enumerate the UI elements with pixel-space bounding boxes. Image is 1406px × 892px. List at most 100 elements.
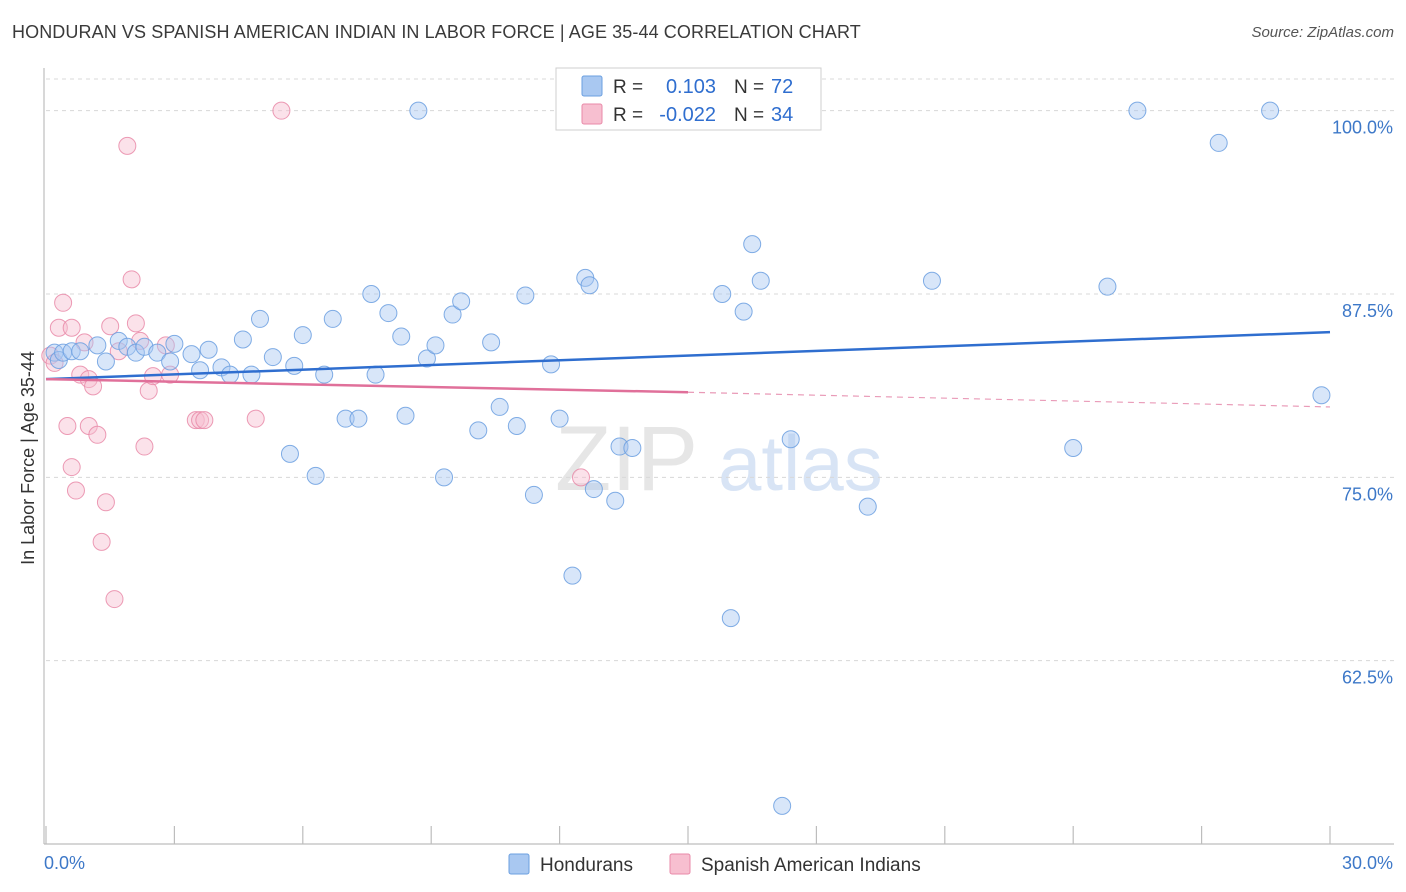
honduran-point (251, 309, 269, 328)
honduran-point (280, 444, 299, 463)
spanish-american-indian-point (105, 590, 124, 609)
honduran-point (242, 365, 261, 384)
stats-n-value-2: 34 (771, 104, 793, 126)
honduran-point (743, 235, 762, 254)
honduran-point (1312, 386, 1331, 405)
stats-r-value-1: 0.103 (666, 76, 716, 98)
honduran-point (315, 365, 334, 384)
honduran-point (336, 409, 355, 428)
honduran-point (563, 566, 582, 585)
y-tick-label: 62.5% (1342, 668, 1393, 688)
spanish-american-indian-point (66, 481, 85, 500)
spanish-american-indian-point (191, 411, 210, 430)
legend-swatch-spanish (669, 853, 691, 875)
spanish-american-indian-point (62, 458, 81, 477)
honduran-point (550, 409, 569, 428)
honduran-point (610, 437, 629, 456)
honduran-point (148, 343, 167, 362)
honduran-point (165, 334, 184, 353)
honduran-point (1098, 277, 1117, 296)
honduran-point (221, 365, 240, 384)
honduran-point (781, 430, 800, 449)
honduran-point (721, 609, 740, 628)
stats-r-label-2: R = (613, 105, 643, 126)
legend-swatch-hondurans (508, 853, 530, 875)
honduran-point (263, 348, 282, 367)
y-tick-label: 87.5% (1342, 301, 1393, 321)
honduran-point (580, 276, 599, 295)
stats-r-label-1: R = (613, 77, 643, 98)
stats-swatch-spanish (581, 103, 603, 125)
x-tick-label: 30.0% (1342, 853, 1393, 873)
spanish-american-indian-point (88, 425, 107, 444)
spanish-american-indians-points (41, 101, 590, 609)
honduran-point (199, 340, 218, 359)
honduran-point (713, 285, 732, 303)
honduran-point (88, 336, 107, 355)
honduran-point (285, 356, 304, 375)
x-tick-label: 0.0% (44, 853, 85, 873)
y-axis-label: In Labor Force | Age 35-44 (18, 351, 38, 565)
hondurans-points (45, 101, 1331, 815)
honduran-point (922, 271, 941, 290)
spanish-american-indian-point (118, 136, 137, 155)
y-tick-label: 100.0% (1332, 118, 1393, 138)
spanish-american-indian-point (572, 468, 590, 487)
hondurans-trend-line (45, 330, 1331, 381)
honduran-point (1064, 439, 1083, 457)
honduran-point (409, 101, 428, 120)
spanish-american-indian-point (246, 409, 265, 428)
spanish-american-indian-point (101, 317, 120, 336)
honduran-point (392, 327, 411, 346)
stats-n-value-1: 72 (771, 76, 793, 98)
spanish-american-indian-point (92, 532, 111, 551)
honduran-point (71, 342, 90, 361)
honduran-point (1261, 101, 1280, 120)
spanish-american-indian-point (62, 318, 81, 337)
honduran-point (96, 352, 115, 371)
stats-n-label-2: N = (734, 105, 764, 126)
honduran-point (426, 336, 445, 355)
y-tick-label: 75.0% (1342, 484, 1393, 504)
honduran-point (623, 439, 642, 457)
honduran-point (379, 304, 398, 323)
honduran-point (751, 271, 770, 290)
honduran-point (323, 309, 342, 328)
honduran-point (773, 796, 792, 815)
legend-label-hondurans: Hondurans (540, 855, 633, 876)
honduran-point (452, 292, 471, 311)
axis-layer: 62.5% 75.0% 87.5% 100.0% 0.0% 30.0% (43, 68, 1394, 873)
honduran-point (542, 355, 561, 374)
spanish-american-indian-point (96, 493, 115, 512)
chart-source: Source: ZipAtlas.com (1251, 24, 1394, 41)
honduran-point (490, 397, 509, 416)
spanish-american-indian-point (195, 411, 214, 430)
spanish-american-indian-point (135, 437, 154, 456)
honduran-point (1128, 101, 1147, 120)
honduran-point (443, 305, 462, 324)
legend-label-spanish: Spanish American Indians (701, 855, 921, 876)
spanish-american-indian-point (58, 417, 77, 435)
spanish-american-indian-point (126, 314, 145, 333)
honduran-point (469, 421, 488, 440)
honduran-point (435, 468, 454, 487)
honduran-point (524, 485, 543, 504)
honduran-point (349, 409, 368, 428)
honduran-point (182, 345, 201, 364)
honduran-point (858, 497, 877, 516)
trend-layer (45, 330, 1331, 408)
spanish-trend-line (45, 377, 689, 394)
spanish-american-indian-point (272, 101, 291, 120)
honduran-point (293, 326, 312, 345)
watermark-zip: ZIP (555, 408, 698, 510)
stats-swatch-hondurans (581, 75, 603, 97)
stats-box: R = 0.103 N = 72 R = -0.022 N = 34 (555, 67, 822, 131)
honduran-point (507, 417, 526, 435)
honduran-point (516, 286, 535, 305)
honduran-point (584, 480, 603, 499)
honduran-point (161, 352, 180, 371)
honduran-point (366, 365, 385, 384)
honduran-point (1209, 133, 1228, 152)
